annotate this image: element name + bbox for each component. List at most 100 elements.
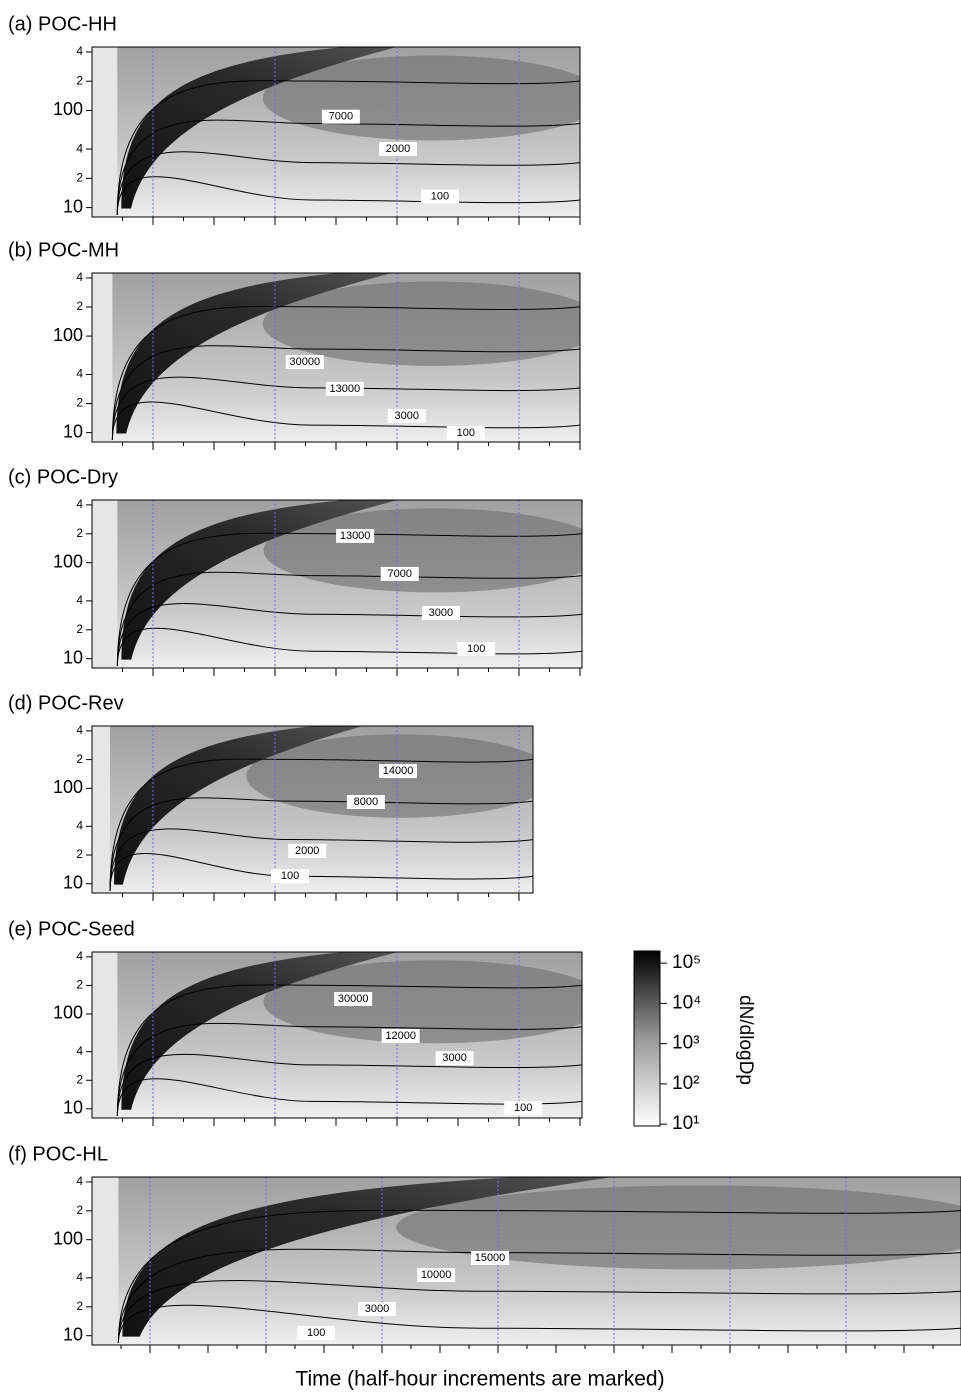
contour-label-box (417, 1267, 456, 1282)
contour-line (111, 305, 580, 441)
y-tick-label: 4 (76, 44, 83, 58)
contour-label-box (504, 1101, 543, 1116)
y-tick-label: 2 (76, 1299, 83, 1313)
panel-title: (f) POC-HL (8, 1143, 108, 1165)
contour-label: 2000 (386, 143, 410, 155)
contour-label-box (271, 869, 310, 884)
contour-label: 2000 (295, 845, 319, 857)
y-tick-label: 2 (76, 299, 83, 313)
contour-label: 100 (467, 643, 485, 655)
contour-label: 3000 (429, 607, 453, 619)
heatmap-plume (122, 1177, 613, 1337)
contour-label-box (457, 642, 496, 657)
y-tick-label: 4 (76, 949, 83, 963)
colorbar-tick-label: 10¹ (672, 1113, 699, 1134)
panel-title: (d) POC-Rev (8, 692, 124, 714)
heatmap-blank (92, 726, 111, 893)
heatmap-blank (92, 273, 113, 442)
heatmap-plume (114, 726, 363, 885)
contour-label: 100 (307, 1327, 325, 1339)
y-tick-label: 100 (53, 551, 83, 571)
y-tick-label: 100 (53, 777, 83, 797)
contour-label: 14000 (383, 765, 414, 777)
contour-label: 30000 (289, 356, 320, 368)
contour-label: 12000 (385, 1030, 416, 1042)
heatmap (92, 1177, 961, 1345)
y-tick-label: 2 (76, 1203, 83, 1217)
heatmap-plume (121, 47, 397, 209)
y-tick-label: 4 (76, 818, 83, 832)
y-tick-label: 100 (53, 1228, 83, 1248)
y-tick-label: 4 (76, 1270, 83, 1284)
contour-label: 15000 (475, 1252, 506, 1264)
contour-label-box (285, 355, 324, 370)
contour-label: 13000 (340, 530, 371, 542)
panel-title: (e) POC-Seed (8, 918, 135, 940)
plot-frame (91, 951, 583, 1119)
y-tick-label: 2 (76, 752, 83, 766)
contour-label: 100 (514, 1102, 532, 1114)
contour-label: 3000 (442, 1052, 466, 1064)
contour-line (116, 984, 582, 1117)
y-tick-label: 2 (76, 526, 83, 540)
y-tick-label: 4 (76, 1044, 83, 1058)
contour-label: 8000 (354, 796, 378, 808)
plot-frame (91, 499, 583, 669)
contour-line (116, 1022, 582, 1117)
contour-line (111, 401, 580, 441)
contour-label-box (336, 528, 375, 543)
panel-title: (c) POC-Dry (8, 466, 118, 488)
contour-line (117, 1304, 961, 1344)
y-tick-label: 2 (76, 396, 83, 410)
contour-label-box (421, 606, 460, 621)
y-tick-label: 4 (76, 1174, 83, 1188)
contour-label-box (446, 426, 485, 441)
y-tick-label: 10 (63, 1098, 83, 1118)
contour-label: 100 (431, 191, 449, 203)
heatmap-plume (121, 500, 399, 660)
contour-line (116, 151, 580, 216)
y-tick-label: 4 (76, 270, 83, 284)
y-tick-label: 4 (76, 497, 83, 511)
y-tick-label: 2 (76, 978, 83, 992)
contour-label-box (378, 142, 417, 156)
y-tick-label: 4 (76, 723, 83, 737)
heatmap-mode (396, 1185, 961, 1270)
contour-label: 7000 (387, 568, 411, 580)
contour-line (116, 532, 582, 667)
contour-label-box (297, 1326, 336, 1341)
contour-label-box (471, 1250, 510, 1265)
contour-line (116, 627, 582, 667)
colorbar-tick-label: 10⁵ (672, 952, 701, 973)
y-tick-label: 2 (76, 73, 83, 87)
contour-line (117, 1209, 961, 1344)
contour-label-box (379, 764, 418, 779)
heatmap-plume (121, 952, 398, 1110)
contour-line (116, 80, 580, 216)
contour-label-box (288, 843, 327, 858)
colorbar-label: dN/dlogDp (735, 995, 756, 1085)
contour-line (116, 119, 580, 216)
y-tick-label: 10 (63, 421, 83, 441)
contour-line (109, 828, 533, 892)
y-tick-label: 2 (76, 171, 83, 185)
contour-label: 30000 (338, 993, 369, 1005)
y-tick-label: 4 (76, 367, 83, 381)
colorbar-tick-label: 10⁴ (672, 992, 701, 1013)
y-tick-label: 100 (53, 99, 83, 119)
y-tick-label: 4 (76, 593, 83, 607)
contour-line (111, 345, 580, 441)
y-tick-label: 2 (76, 622, 83, 636)
contour-label: 10000 (421, 1269, 452, 1281)
heatmap-blank (92, 500, 118, 668)
heatmap (92, 952, 582, 1118)
contour-label-box (387, 408, 426, 423)
y-tick-label: 2 (76, 847, 83, 861)
y-tick-label: 10 (63, 647, 83, 667)
contour-label-box (346, 794, 385, 809)
contour-label: 3000 (365, 1303, 389, 1315)
contour-line (109, 797, 533, 892)
contour-label: 100 (457, 427, 475, 439)
y-tick-label: 10 (63, 196, 83, 216)
